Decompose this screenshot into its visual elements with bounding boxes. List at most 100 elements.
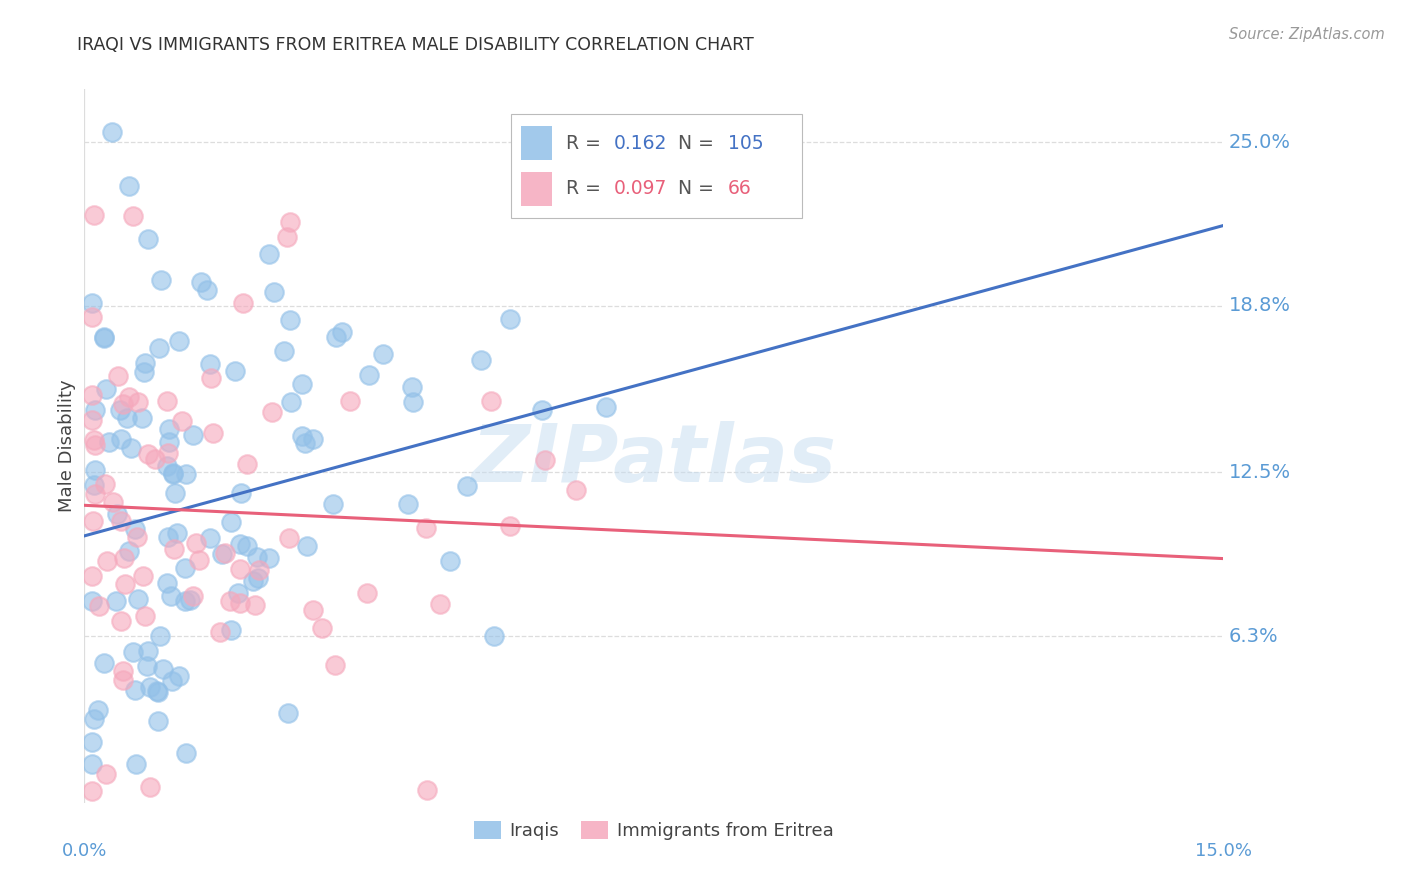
Point bbox=[198, 531, 221, 545]
Point bbox=[87, 599, 110, 613]
Point bbox=[165, 486, 187, 500]
Point bbox=[278, 215, 301, 229]
Text: R =: R = bbox=[567, 134, 607, 153]
Point bbox=[146, 684, 169, 698]
Point bbox=[139, 680, 162, 694]
Text: 18.8%: 18.8% bbox=[1229, 296, 1291, 316]
Point bbox=[110, 514, 132, 528]
Point bbox=[80, 756, 103, 771]
Point bbox=[132, 365, 155, 379]
Point bbox=[94, 382, 117, 396]
Point bbox=[565, 483, 588, 497]
Point bbox=[138, 780, 160, 795]
Point bbox=[80, 310, 103, 324]
Point bbox=[156, 459, 179, 474]
Point bbox=[236, 539, 259, 553]
Point bbox=[145, 452, 167, 467]
Point bbox=[110, 614, 132, 628]
Point bbox=[93, 656, 115, 670]
Point bbox=[155, 576, 177, 591]
Point bbox=[198, 357, 221, 371]
Point bbox=[136, 232, 159, 246]
Point bbox=[415, 521, 437, 535]
Point bbox=[148, 341, 170, 355]
Point bbox=[124, 682, 146, 697]
Point bbox=[211, 547, 233, 561]
Point bbox=[112, 673, 135, 688]
Point bbox=[122, 645, 145, 659]
Point bbox=[136, 644, 159, 658]
Point bbox=[169, 334, 191, 348]
Point bbox=[82, 514, 104, 528]
Point bbox=[152, 662, 174, 676]
Point bbox=[125, 530, 148, 544]
Point bbox=[111, 664, 134, 678]
Point bbox=[249, 826, 271, 840]
Point bbox=[146, 685, 169, 699]
Point bbox=[83, 478, 105, 492]
Point bbox=[121, 209, 143, 223]
Point bbox=[157, 530, 180, 544]
Point bbox=[439, 554, 461, 568]
Point bbox=[236, 458, 259, 472]
Point bbox=[110, 432, 132, 446]
Point bbox=[127, 592, 149, 607]
Point bbox=[174, 561, 197, 575]
Point bbox=[166, 525, 188, 540]
Point bbox=[302, 603, 325, 617]
FancyBboxPatch shape bbox=[520, 171, 553, 206]
Point bbox=[456, 478, 478, 492]
Point bbox=[323, 657, 346, 672]
Point bbox=[531, 403, 554, 417]
Point bbox=[84, 438, 107, 452]
Point bbox=[157, 421, 180, 435]
Point bbox=[93, 330, 115, 344]
Point bbox=[401, 380, 423, 394]
Point bbox=[247, 563, 270, 577]
Point bbox=[229, 536, 252, 550]
Point bbox=[108, 403, 131, 417]
Point bbox=[325, 330, 347, 344]
Point bbox=[157, 434, 180, 449]
Point bbox=[181, 427, 204, 442]
Point bbox=[200, 371, 222, 385]
Point bbox=[104, 594, 127, 608]
Point bbox=[86, 702, 108, 716]
Point bbox=[291, 428, 314, 442]
FancyBboxPatch shape bbox=[520, 126, 553, 161]
Text: 25.0%: 25.0% bbox=[1229, 133, 1291, 152]
Point bbox=[242, 574, 264, 589]
Point bbox=[127, 394, 149, 409]
Point bbox=[229, 562, 252, 576]
Point bbox=[402, 395, 425, 409]
Point bbox=[94, 767, 117, 781]
Point bbox=[167, 668, 190, 682]
Point bbox=[302, 433, 325, 447]
Point bbox=[246, 571, 269, 585]
Point bbox=[263, 285, 285, 299]
Text: N =: N = bbox=[666, 134, 714, 153]
Point bbox=[229, 596, 252, 610]
Point bbox=[259, 550, 281, 565]
Point bbox=[498, 311, 520, 326]
Point bbox=[80, 387, 103, 401]
Point bbox=[174, 594, 197, 608]
Point bbox=[170, 414, 193, 428]
Point bbox=[201, 425, 224, 440]
Text: IRAQI VS IMMIGRANTS FROM ERITREA MALE DISABILITY CORRELATION CHART: IRAQI VS IMMIGRANTS FROM ERITREA MALE DI… bbox=[77, 36, 754, 54]
Point bbox=[83, 463, 105, 477]
Point bbox=[131, 410, 153, 425]
Point bbox=[149, 273, 172, 287]
Text: 6.3%: 6.3% bbox=[1229, 627, 1278, 646]
Point bbox=[482, 629, 505, 643]
Point bbox=[80, 568, 103, 582]
Point bbox=[174, 746, 197, 760]
Point bbox=[146, 714, 169, 728]
Point bbox=[232, 295, 254, 310]
Point bbox=[83, 433, 105, 447]
Text: 105: 105 bbox=[728, 134, 763, 153]
Point bbox=[278, 312, 301, 326]
Point bbox=[534, 453, 557, 467]
Point bbox=[135, 659, 157, 673]
Point bbox=[84, 403, 107, 417]
